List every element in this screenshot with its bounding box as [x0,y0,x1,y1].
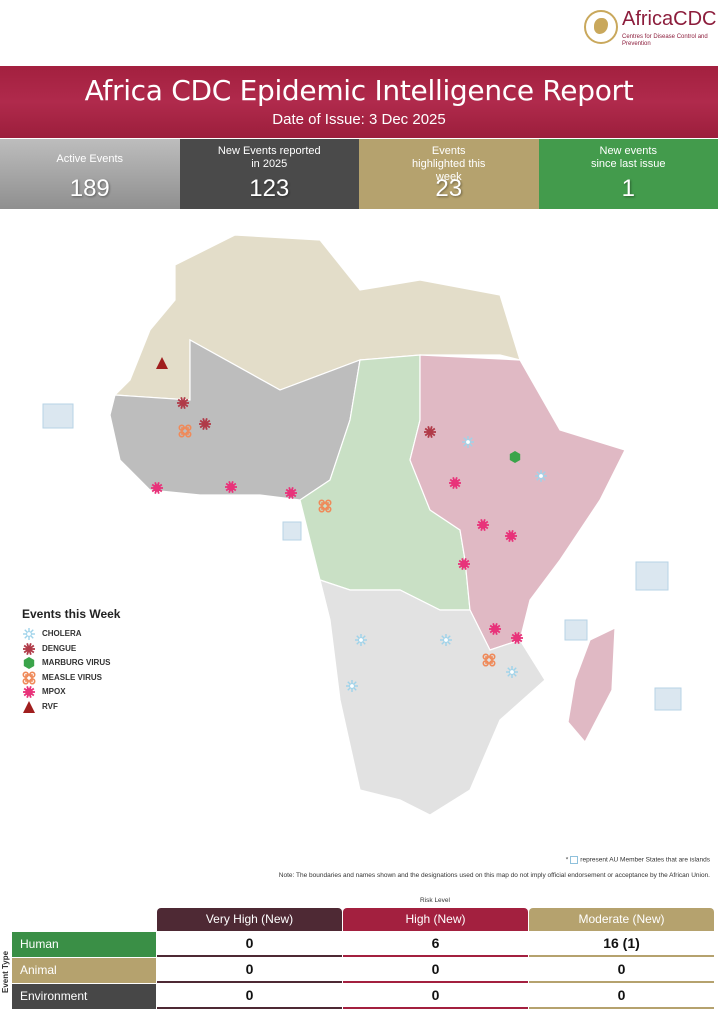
issue-date: Date of Issue: 3 Dec 2025 [272,111,446,128]
mpox-marker [489,623,501,635]
stat-active-events: Active Events 189 [0,139,180,209]
table-cell: 0 [157,932,342,957]
legend-title: Events this Week [22,607,121,621]
measle-icon [22,671,36,685]
table-cell: 0 [157,984,342,1009]
stat-label: New Events reported in 2025 [217,145,321,170]
column-header: High (New) [343,908,528,931]
table-cell: 0 [157,958,342,983]
stat-label: Events highlighted this week [412,145,486,183]
measle-virus-marker [318,499,332,513]
legend-label: DENGUE [42,643,77,653]
legend-label: MEASLE VIRUS [42,672,103,682]
stat-new-events-2025: New Events reported in 2025 123 [179,139,359,209]
row-header-human: Human [12,932,156,957]
marburg-icon [23,657,35,670]
cholera-marker [355,634,367,646]
africa-emblem-icon [584,10,618,44]
cholera-marker [346,680,358,692]
stats-bar: Active Events 189 New Events reported in… [0,139,718,209]
dengue-icon [23,642,35,655]
rvf-icon [23,700,35,713]
legend-label: MPOX [42,687,66,697]
legend-item: MEASLE VIRUS [22,671,120,686]
island-state-box [564,619,588,641]
legend-label: CHOLERA [42,629,82,639]
island-state-box [654,687,682,711]
table-cell: 0 [529,984,714,1009]
mpox-icon [23,686,35,699]
asterisk: * [565,856,569,864]
mpox-marker [449,477,461,489]
island-state-box [635,561,669,591]
legend-item: MPOX [22,685,120,700]
stat-highlighted-week: Events highlighted this week 23 [359,139,539,209]
africa-map [42,234,682,816]
legend-label: RVF [42,701,58,711]
mpox-marker [458,558,470,570]
stat-new-since-last: New events since last issue 1 [538,139,718,209]
risk-level-label: Risk Level [420,897,450,904]
cholera-icon [23,628,35,641]
cholera-marker [462,436,474,448]
page-title: Africa CDC Epidemic Intelligence Report [84,74,634,107]
mpox-marker [285,487,297,499]
mpox-marker [151,482,163,494]
island-state-box [42,403,74,429]
region-madagascar [567,627,616,744]
table-cell: 0 [343,984,528,1009]
stat-value: 23 [435,175,463,202]
stat-value: 123 [249,175,290,202]
cholera-marker [506,666,518,678]
event-type-label: Event Type [1,950,10,994]
africa-cdc-logo: AfricaCDC Centres for Disease Control an… [584,8,717,52]
islands-note: * represent AU Member States that are isl… [566,856,710,865]
dengue-marker [424,426,436,438]
island-box-icon [570,856,579,864]
mpox-marker [477,519,489,531]
marburg-virus-marker [509,451,521,463]
legend-item: CHOLERA [22,627,120,642]
legend-item: MARBURG VIRUS [22,656,120,671]
cholera-marker [440,634,452,646]
table-cell: 0 [529,958,714,983]
stat-value: 1 [621,175,635,202]
dengue-marker [199,418,211,430]
stat-label: Active Events [56,153,124,165]
table-cell: 16 (1) [529,932,714,957]
stat-label: New events since last issue [590,145,666,170]
region-south [319,579,546,816]
dengue-marker [177,397,189,409]
legend-item: RVF [22,700,120,715]
cholera-marker [535,470,547,482]
column-header: Moderate (New) [529,908,714,931]
islands-note-text: represent AU Member States that are isla… [580,856,710,864]
rvf-marker [156,357,168,369]
logo-title: AfricaCDC [622,8,717,30]
island-state-box [282,521,302,541]
disclaimer: Note: The boundaries and names shown and… [278,872,710,879]
legend: Events this Week CHOLERA DENGUE MARBURG VI… [22,607,120,714]
row-header-environment: Environment [12,984,156,1009]
mpox-marker [225,481,237,493]
table-cell: 6 [343,932,528,957]
stat-value: 189 [69,175,110,202]
mpox-marker [511,632,523,644]
measle-virus-marker [482,653,496,667]
mpox-marker [505,530,517,542]
row-header-animal: Animal [12,958,156,983]
table-cell: 0 [343,958,528,983]
header-banner: Africa CDC Epidemic Intelligence Report … [0,66,718,138]
logo-subtitle: Centres for Disease Control and Preventi… [622,34,708,47]
legend-label: MARBURG VIRUS [42,658,111,668]
legend-item: DENGUE [22,642,120,657]
column-header: Very High (New) [157,908,342,931]
measle-virus-marker [178,424,192,438]
